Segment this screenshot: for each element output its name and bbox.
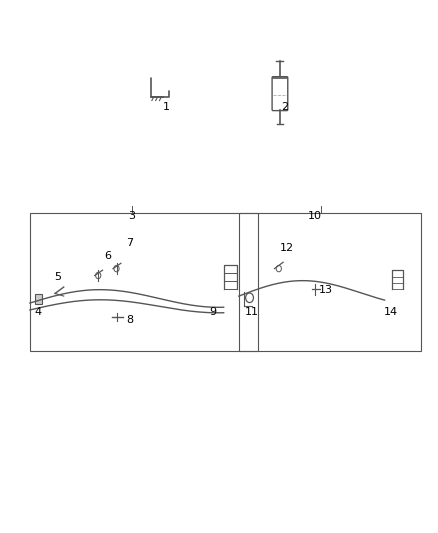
- Text: 6: 6: [105, 251, 112, 261]
- Bar: [35, 294, 42, 304]
- Text: 12: 12: [279, 243, 293, 253]
- Text: 7: 7: [126, 238, 133, 248]
- Text: 13: 13: [318, 285, 332, 295]
- Text: 8: 8: [126, 314, 133, 325]
- Text: 5: 5: [54, 272, 61, 282]
- Text: 11: 11: [245, 306, 259, 317]
- Bar: [30, 214, 258, 351]
- Text: 4: 4: [35, 306, 42, 317]
- Text: 9: 9: [209, 306, 216, 317]
- Text: 14: 14: [384, 306, 398, 317]
- Bar: [239, 214, 421, 351]
- Text: 2: 2: [281, 102, 288, 112]
- Text: 1: 1: [163, 102, 170, 112]
- Text: 3: 3: [128, 211, 135, 221]
- Text: 10: 10: [308, 211, 322, 221]
